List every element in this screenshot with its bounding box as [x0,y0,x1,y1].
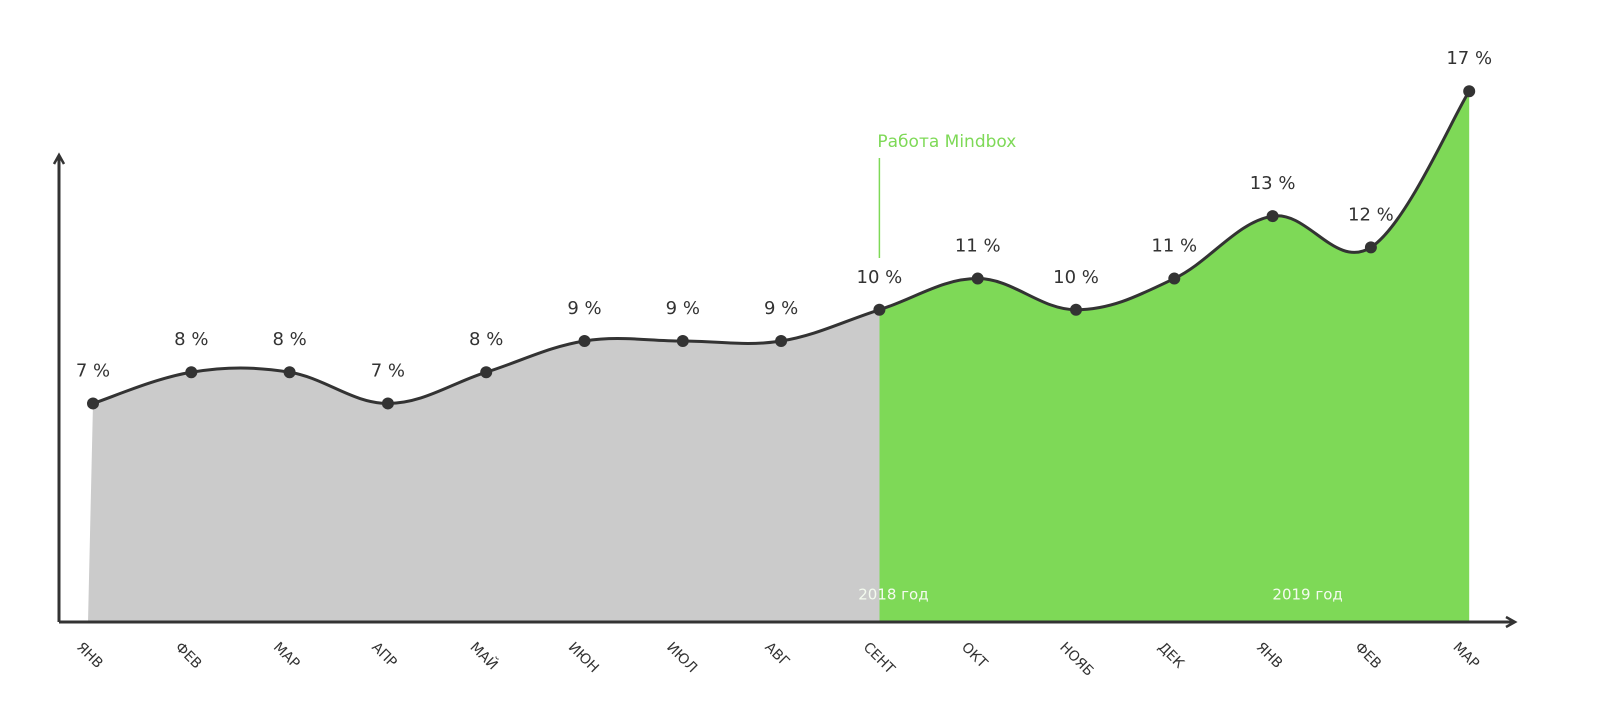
value-label: 12 % [1348,204,1394,225]
value-label: 7 % [371,360,405,381]
point [578,335,591,347]
area [88,91,1470,622]
point [1266,210,1279,223]
value-label: 9 % [567,298,601,319]
x-tick-label: ДЕК [1155,639,1187,671]
x-tick-label: ОКТ [958,639,990,671]
point [1070,303,1082,316]
x-axis-arrow [1505,615,1518,629]
point [283,366,296,379]
year-label: 2019 год [1272,586,1342,604]
value-label: 8 % [469,329,503,350]
value-label: 8 % [174,329,208,350]
value-label: 11 % [955,236,1001,257]
point [971,272,984,285]
value-label: 13 % [1250,173,1296,194]
x-tick-label: ЯНВ [73,639,105,671]
point [480,366,493,379]
value-label: 10 % [857,267,903,288]
x-tick-label: МАР [1450,639,1483,672]
x-tick-label: МАЙ [467,638,502,673]
point [676,335,689,347]
year-label: 2018 год [858,586,928,604]
point [185,366,198,379]
x-tick-label: МАР [270,639,303,672]
point [87,397,99,410]
value-label: 10 % [1053,267,1099,288]
x-tick-label: ФЕВ [172,639,205,672]
point [775,335,788,347]
x-tick-label: НОЯБ [1056,639,1096,679]
x-tick-label: ФЕВ [1351,639,1384,672]
point [1364,241,1377,254]
annotation-text: Работа Mindbox [877,132,1016,152]
value-label: 11 % [1151,236,1197,257]
point [381,397,394,410]
point [873,303,886,316]
x-tick-label: ИЮЛ [663,639,700,676]
value-label: 7 % [76,360,110,381]
point [1463,85,1476,98]
value-label: 17 % [1446,48,1492,69]
point [1168,272,1181,285]
value-label: 8 % [272,329,306,350]
x-tick-label: ЯНВ [1253,639,1285,671]
x-tick-label: АВГ [761,639,792,670]
x-tick-label: ИЮН [565,639,602,676]
x-tick-label: СЕНТ [860,639,898,677]
x-tick-label: АПР [368,639,399,670]
value-label: 9 % [666,298,700,319]
y-axis-arrow [52,152,66,165]
value-label: 9 % [764,298,798,319]
